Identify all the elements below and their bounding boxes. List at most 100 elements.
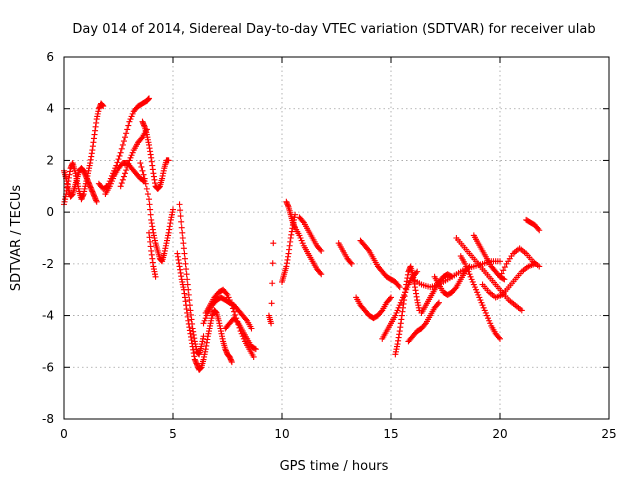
data-point — [243, 316, 250, 323]
data-point — [146, 95, 153, 102]
data-point — [252, 346, 259, 353]
series-arc-26 — [457, 253, 503, 342]
data-point — [435, 299, 442, 306]
data-point — [393, 309, 400, 316]
data-point — [223, 290, 230, 297]
x-tick-label: 15 — [383, 427, 398, 441]
series-arc-19 — [357, 237, 403, 291]
data-point — [182, 260, 189, 267]
data-point — [317, 269, 324, 276]
data-point — [137, 160, 144, 167]
data-point — [129, 110, 136, 117]
data-point — [142, 180, 149, 187]
data-point — [478, 299, 485, 306]
data-point — [140, 171, 147, 178]
data-point — [125, 122, 132, 129]
data-point — [200, 333, 207, 340]
data-point — [485, 315, 492, 322]
x-tick-label: 20 — [492, 427, 507, 441]
data-point — [185, 291, 192, 298]
data-point — [474, 289, 481, 296]
data-point — [177, 207, 184, 214]
y-tick-label: 2 — [46, 153, 54, 167]
data-point — [184, 276, 191, 283]
data-point — [299, 218, 306, 225]
series-arc-23 — [405, 299, 442, 345]
data-point — [434, 300, 441, 307]
data-point — [466, 271, 473, 278]
data-point — [185, 286, 192, 293]
data-point — [397, 299, 404, 306]
data-point — [481, 307, 488, 314]
data-point — [183, 271, 190, 278]
data-point — [144, 191, 151, 198]
data-point — [251, 345, 258, 352]
data-point — [501, 276, 508, 283]
data-point — [123, 130, 130, 137]
series-arc-22 — [392, 263, 423, 358]
data-point — [476, 294, 483, 301]
data-point — [152, 273, 159, 280]
data-point — [388, 294, 394, 301]
data-point — [129, 149, 136, 156]
data-point — [296, 232, 303, 239]
series-arc-17 — [296, 214, 325, 254]
data-point — [231, 308, 238, 315]
data-point — [179, 235, 186, 241]
data-point — [462, 260, 469, 267]
data-point — [165, 157, 172, 164]
data-point — [178, 224, 185, 231]
data-point — [466, 263, 473, 270]
y-tick-label: 6 — [46, 50, 54, 64]
data-point — [495, 334, 502, 341]
data-point — [378, 308, 385, 315]
data-point — [468, 276, 475, 283]
data-point — [124, 163, 131, 170]
data-point — [396, 284, 403, 291]
x-tick-label: 5 — [169, 427, 177, 441]
data-point — [138, 163, 145, 170]
data-point — [106, 183, 113, 190]
data-point — [269, 260, 276, 267]
series-arc-5 — [117, 126, 150, 190]
series-arc-14 — [265, 240, 277, 327]
data-point — [501, 264, 508, 271]
series-arc-29 — [479, 260, 538, 301]
data-point — [297, 235, 304, 241]
data-point — [536, 263, 543, 270]
data-point — [500, 275, 507, 282]
data-point — [480, 304, 487, 311]
data-point — [176, 201, 183, 208]
data-points — [61, 95, 543, 373]
x-tick-label: 10 — [274, 427, 289, 441]
y-tick-label: -2 — [42, 257, 54, 271]
data-point — [100, 103, 107, 110]
data-point — [128, 113, 135, 120]
data-point — [479, 302, 486, 309]
data-point — [186, 302, 193, 309]
data-point — [127, 116, 134, 123]
data-point — [200, 320, 207, 327]
chart-title: Day 014 of 2014, Sidereal Day-to-day VTE… — [72, 22, 595, 37]
y-tick-label: 4 — [46, 102, 54, 116]
data-point — [414, 268, 421, 275]
series-arc-7 — [137, 160, 176, 265]
data-point — [234, 319, 241, 326]
series-arc-8 — [146, 229, 159, 280]
data-point — [486, 317, 493, 324]
data-point — [395, 282, 402, 289]
data-point — [392, 312, 399, 319]
data-point — [299, 240, 306, 247]
series-arc-3 — [95, 95, 153, 192]
data-point — [467, 273, 474, 280]
plot-frame — [63, 56, 610, 420]
data-point — [268, 300, 275, 307]
data-point — [146, 201, 153, 208]
x-tick-label: 0 — [60, 427, 68, 441]
data-point — [500, 267, 507, 274]
data-point — [203, 312, 210, 319]
data-point — [183, 266, 190, 273]
series-arc-9 — [174, 250, 235, 373]
data-point — [413, 269, 420, 276]
